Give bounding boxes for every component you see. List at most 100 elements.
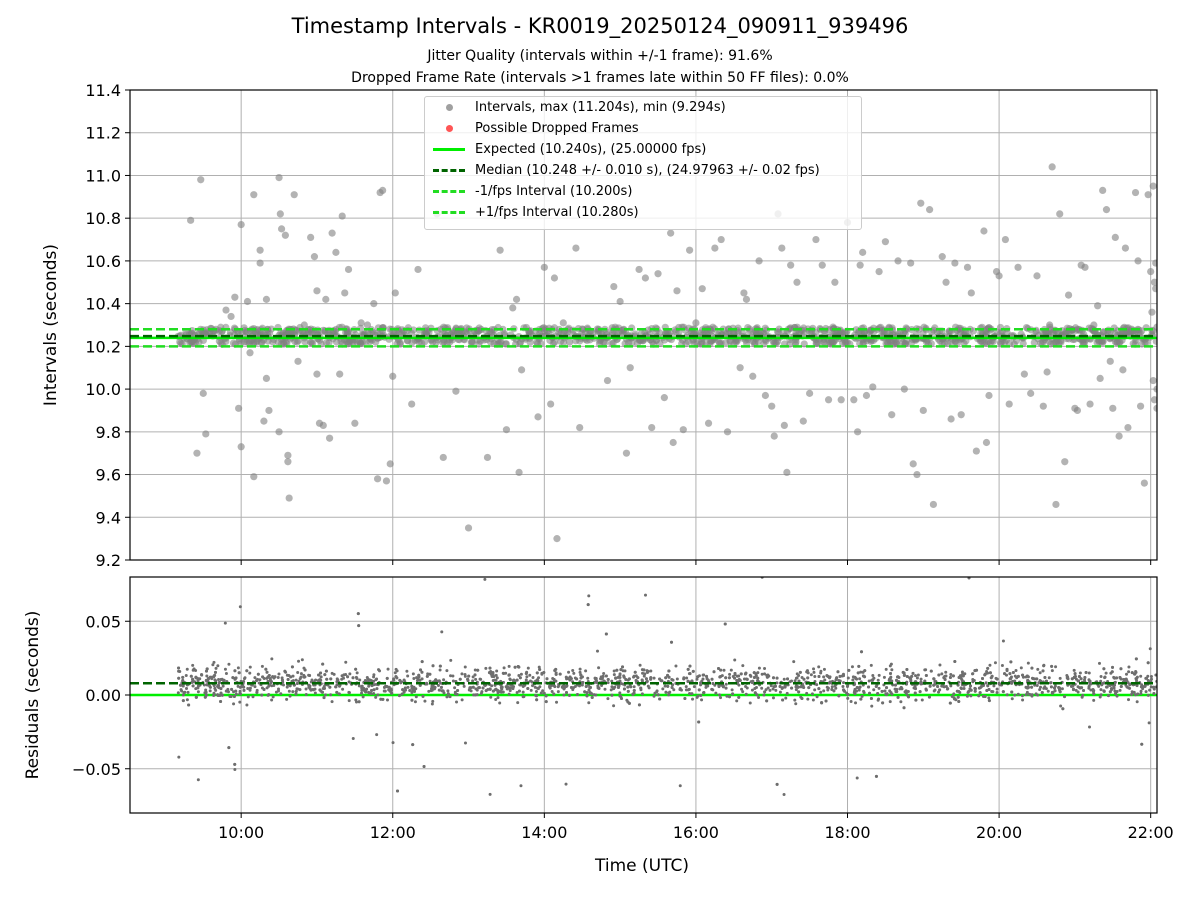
- residual-point: [763, 666, 767, 670]
- residual-point: [269, 681, 273, 685]
- residual-point: [760, 686, 764, 690]
- residual-point: [236, 666, 240, 670]
- residual-point: [578, 670, 582, 674]
- residual-point: [1152, 685, 1156, 689]
- interval-point: [856, 261, 864, 269]
- residual-point: [430, 702, 434, 706]
- residual-point: [712, 670, 716, 674]
- residual-point: [956, 695, 960, 699]
- interval-point: [711, 244, 719, 252]
- residual-point: [396, 789, 400, 793]
- residual-point: [1025, 690, 1029, 694]
- residual-point: [552, 684, 556, 688]
- residual-point: [1066, 677, 1070, 681]
- residual-point: [690, 692, 694, 696]
- residual-point: [491, 689, 495, 693]
- residual-point: [474, 677, 478, 681]
- interval-point: [888, 411, 896, 419]
- residual-point: [633, 670, 637, 674]
- residual-point: [581, 680, 585, 684]
- residual-point: [1059, 704, 1063, 708]
- residual-point: [1046, 689, 1050, 693]
- residual-point: [945, 687, 949, 691]
- residual-point: [1035, 677, 1039, 681]
- interval-point: [736, 364, 744, 372]
- residual-point: [572, 671, 576, 675]
- residual-point: [914, 674, 918, 678]
- residual-point: [756, 679, 760, 683]
- residual-point: [427, 689, 431, 693]
- residual-point: [766, 674, 770, 678]
- residual-point: [438, 668, 442, 672]
- residual-point: [775, 681, 779, 685]
- residual-point: [916, 673, 920, 677]
- residual-point: [260, 664, 264, 668]
- residual-point: [815, 695, 819, 699]
- interval-point: [1056, 210, 1064, 218]
- residual-point: [501, 671, 505, 675]
- interval-point: [1153, 385, 1157, 393]
- residual-point: [319, 675, 323, 679]
- residual-point: [530, 680, 534, 684]
- residual-point: [329, 693, 333, 697]
- residual-point: [248, 665, 252, 669]
- residual-point: [1026, 661, 1030, 665]
- residual-point: [517, 689, 521, 693]
- interval-point: [1064, 291, 1073, 299]
- residual-point: [1072, 668, 1076, 672]
- interval-point: [338, 212, 346, 220]
- residual-point: [583, 690, 587, 694]
- residual-point: [895, 690, 899, 694]
- residual-point: [618, 691, 622, 695]
- residual-point: [481, 686, 485, 690]
- residual-point: [1154, 673, 1157, 677]
- residual-point: [699, 683, 703, 687]
- residual-point: [969, 684, 973, 688]
- interval-point: [517, 366, 526, 374]
- residual-point: [222, 679, 226, 683]
- residual-point: [1044, 679, 1048, 683]
- red-dot-icon: [445, 125, 453, 132]
- residual-point: [196, 684, 200, 688]
- interval-point: [512, 295, 521, 303]
- residual-point: [314, 678, 318, 682]
- residual-point: [531, 676, 535, 680]
- residual-point: [229, 695, 233, 699]
- residual-point: [918, 690, 922, 694]
- residual-point: [544, 694, 548, 698]
- residual-point: [915, 570, 918, 573]
- residual-point: [973, 669, 977, 673]
- residual-point: [1148, 688, 1152, 692]
- interval-point: [379, 186, 387, 195]
- residual-point: [224, 672, 228, 676]
- residual-point: [819, 671, 823, 675]
- residual-point: [1001, 639, 1005, 643]
- residual-point: [413, 689, 417, 693]
- interval-point: [669, 438, 677, 447]
- legend-label-expected: Expected (10.240s), (25.00000 fps): [475, 142, 707, 157]
- residual-point: [723, 622, 727, 626]
- residual-point: [731, 692, 735, 696]
- residual-point: [795, 672, 799, 676]
- residual-point: [962, 687, 966, 691]
- interval-point: [951, 259, 959, 267]
- dashed-line-icon: [433, 169, 465, 172]
- residual-point: [806, 676, 810, 680]
- residual-point: [588, 691, 592, 695]
- residual-point: [737, 674, 741, 678]
- residual-point: [849, 699, 853, 703]
- interval-point: [881, 238, 890, 246]
- residual-point: [948, 676, 952, 680]
- residual-point: [534, 694, 538, 698]
- residual-point: [766, 686, 770, 690]
- residual-point: [905, 668, 909, 672]
- interval-point: [854, 428, 862, 436]
- residual-point: [386, 667, 390, 671]
- residual-point: [771, 696, 775, 700]
- residual-point: [344, 660, 348, 664]
- residual-point: [233, 762, 237, 766]
- residual-point: [184, 674, 188, 678]
- residual-point: [710, 677, 714, 681]
- residual-point: [440, 689, 444, 693]
- residual-point: [178, 670, 182, 674]
